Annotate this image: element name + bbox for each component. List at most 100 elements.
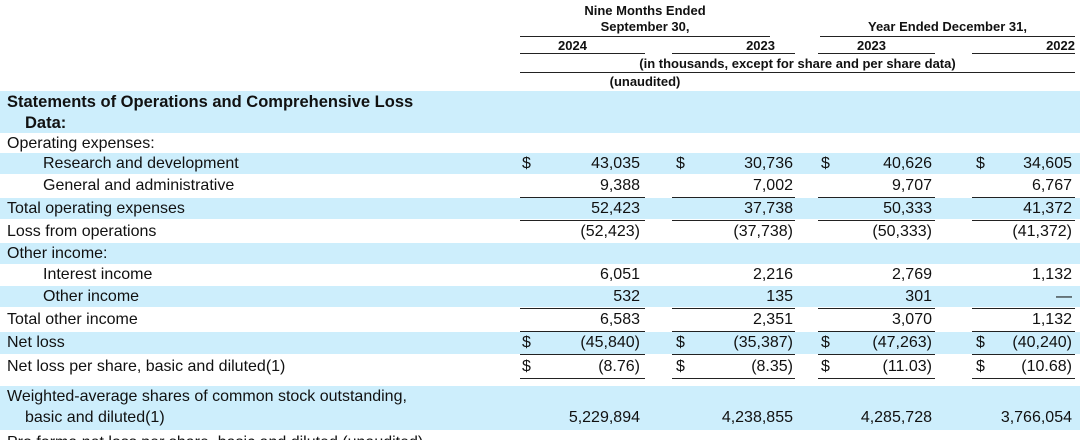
cell-value: 30,736	[744, 155, 793, 172]
rule	[520, 53, 645, 54]
row-label: basic and diluted(1)	[25, 409, 165, 426]
cell-value: 532	[613, 288, 640, 305]
currency-sign: $	[821, 334, 830, 351]
cell-value: (52,423)	[580, 223, 640, 240]
rule	[672, 197, 795, 198]
cell-value: 6,583	[599, 311, 640, 328]
rule	[672, 53, 795, 54]
cell-value: 6,051	[599, 266, 640, 283]
cell-value: (47,263)	[872, 334, 932, 351]
row-label: Other income	[43, 288, 140, 305]
cell-value: (41,372)	[1012, 223, 1072, 240]
header-text: September 30,	[600, 19, 690, 34]
rule	[818, 378, 935, 379]
rule	[972, 354, 1075, 355]
cell-value: 2,216	[752, 266, 793, 283]
rule	[972, 308, 1075, 309]
rule	[972, 331, 1075, 332]
cell-value: (45,840)	[580, 334, 640, 351]
currency-sign: $	[522, 155, 531, 172]
currency-sign: $	[976, 334, 985, 351]
cell-value: 301	[905, 288, 932, 305]
cell-value: 34,605	[1023, 155, 1072, 172]
currency-sign: $	[976, 155, 985, 172]
row-label: Operating expenses:	[7, 135, 155, 152]
cell-value: 52,423	[591, 200, 640, 217]
cell-value: 9,707	[891, 177, 932, 194]
cell-value: 3,766,054	[1000, 409, 1072, 426]
row-label: Weighted-average shares of common stock …	[7, 388, 407, 405]
cell-value: 7,002	[752, 177, 793, 194]
cell-value: 40,626	[883, 155, 932, 172]
rule	[672, 220, 795, 221]
rule	[820, 36, 1075, 37]
cell-value: 9,388	[599, 177, 640, 194]
rule	[972, 197, 1075, 198]
column-header: 2022	[1046, 38, 1075, 53]
cell-value: (10.68)	[1021, 358, 1072, 375]
rule	[818, 53, 935, 54]
rule	[672, 378, 795, 379]
cell-value: 5,229,894	[568, 409, 640, 426]
rule	[818, 220, 935, 221]
row-label: Pro forma net loss per share, basic and …	[7, 433, 423, 440]
rule	[818, 354, 935, 355]
cell-value: 43,035	[591, 155, 640, 172]
cell-value: 3,070	[891, 311, 932, 328]
row-label: Net loss	[7, 334, 65, 351]
header-text: Year Ended December 31,	[868, 19, 1027, 34]
column-header: 2023	[857, 38, 886, 53]
row-background	[0, 286, 1080, 307]
rule	[972, 378, 1075, 379]
row-label: Data:	[25, 114, 67, 132]
cell-value: (11.03)	[882, 358, 932, 375]
row-label: Statements of Operations and Comprehensi…	[7, 93, 414, 111]
cell-value: 1,132	[1031, 311, 1072, 328]
rule	[520, 72, 1075, 73]
cell-value: 50,333	[883, 200, 932, 217]
cell-value: 4,285,728	[860, 409, 932, 426]
cell-value: 41,372	[1023, 200, 1072, 217]
header-text: (in thousands, except for share and per …	[639, 56, 956, 71]
currency-sign: $	[821, 358, 830, 375]
rule	[520, 197, 645, 198]
cell-value: (37,738)	[733, 223, 793, 240]
rule	[818, 197, 935, 198]
currency-sign: $	[976, 358, 985, 375]
cell-value: (8.76)	[598, 358, 640, 375]
rule	[972, 220, 1075, 221]
row-label: Other income:	[7, 245, 108, 262]
cell-value: 4,238,855	[721, 409, 793, 426]
rule	[672, 331, 795, 332]
cell-value: —	[1056, 288, 1072, 305]
row-background	[0, 243, 1080, 264]
row-label: General and administrative	[43, 177, 235, 194]
currency-sign: $	[522, 334, 531, 351]
currency-sign: $	[676, 334, 685, 351]
cell-value: 135	[766, 288, 793, 305]
header-text: Nine Months Ended	[584, 3, 706, 18]
currency-sign: $	[676, 358, 685, 375]
cell-value: 6,767	[1031, 177, 1072, 194]
rule	[818, 308, 935, 309]
row-background	[0, 386, 1080, 430]
rule	[520, 378, 645, 379]
rule	[818, 331, 935, 332]
rule	[520, 220, 645, 221]
rule	[520, 331, 645, 332]
header-text: (unaudited)	[609, 74, 681, 89]
row-label: Total operating expenses	[7, 200, 185, 217]
row-background	[0, 153, 1080, 174]
cell-value: (8.35)	[751, 358, 793, 375]
row-background	[0, 91, 1080, 133]
rule	[520, 36, 770, 37]
cell-value: (50,333)	[872, 223, 932, 240]
cell-value: 2,769	[891, 266, 932, 283]
column-header: 2024	[558, 38, 587, 53]
row-background	[0, 198, 1080, 219]
rule	[972, 53, 1075, 54]
row-label: Interest income	[43, 266, 153, 283]
row-label: Research and development	[43, 155, 239, 172]
cell-value: (35,387)	[733, 334, 793, 351]
